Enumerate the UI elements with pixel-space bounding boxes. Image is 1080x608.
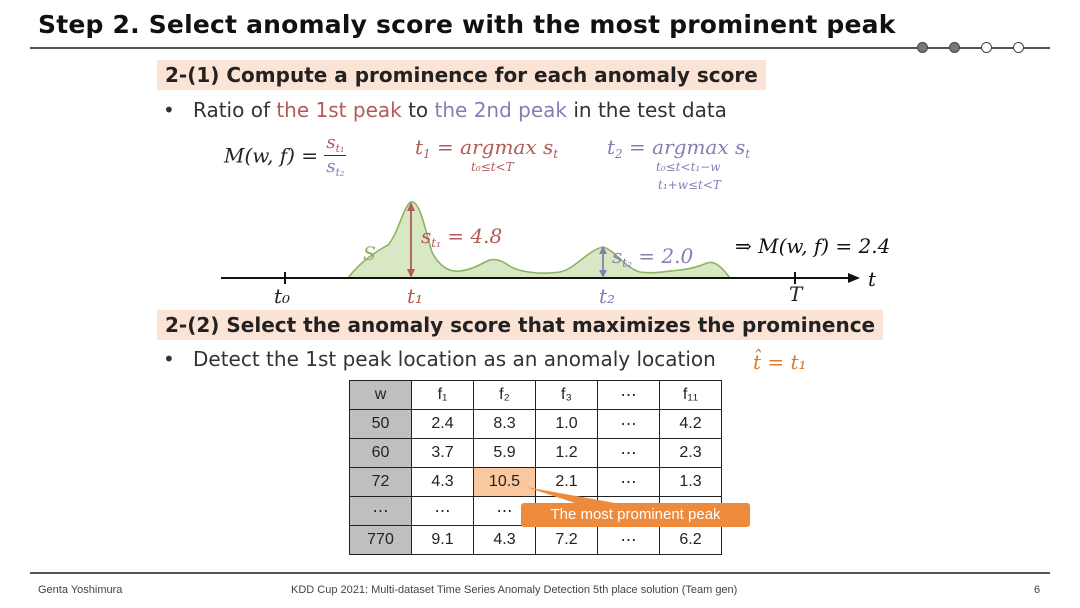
prominence-formula: M(w, f) = st₁ st₂ [224, 132, 347, 179]
table-cell: 5.9 [473, 438, 536, 468]
peak-diagram [221, 201, 860, 284]
progress-dot-4 [1013, 42, 1024, 53]
t2-formula: t2 = argmax st [607, 135, 751, 162]
peak1-arrowhead-bottom [407, 269, 415, 278]
bullet-ratio: • Ratio of the 1st peak to the 2nd peak i… [163, 98, 727, 122]
header-cell: f₂ [473, 380, 536, 410]
table-cell: 1.0 [535, 409, 598, 439]
table-cell: ⋯ [597, 438, 660, 468]
header-cell: f₁ [411, 380, 474, 410]
tick-label-t0: t₀ [274, 284, 291, 308]
table-cell: ⋯ [597, 525, 660, 555]
peak1-arrowhead-top [407, 202, 415, 211]
highlighted-cell: 10.5 [473, 467, 536, 497]
second-peak-text: the 2nd peak [434, 98, 567, 122]
table-cell: 4.3 [473, 525, 536, 555]
first-peak-text: the 1st peak [276, 98, 402, 122]
peak2-arrowhead-top [599, 246, 607, 254]
callout-most-prominent: The most prominent peak [521, 503, 750, 527]
table-cell: 1.2 [535, 438, 598, 468]
title-divider [30, 47, 1050, 49]
table-cell: 3.7 [411, 438, 474, 468]
progress-dot-2 [949, 42, 960, 53]
bullet-mark: • [163, 347, 175, 371]
header-cell: w [349, 380, 412, 410]
t1-formula: t1 = argmax st [415, 135, 559, 162]
header-cell: f₃ [535, 380, 598, 410]
axis-arrowhead [848, 273, 860, 283]
table-cell: ⋯ [597, 409, 660, 439]
progress-indicator [912, 42, 1042, 54]
table-header-row: w f₁ f₂ f₃ ⋯ f₁₁ [349, 380, 722, 410]
row-header-cell: 770 [349, 525, 412, 555]
table-cell: 7.2 [535, 525, 598, 555]
row-header-cell: 50 [349, 409, 412, 439]
table-cell: 8.3 [473, 409, 536, 439]
bullet-mark: • [163, 98, 175, 122]
prominence-table: w f₁ f₂ f₃ ⋯ f₁₁ 50 2.4 8.3 1.0 ⋯ 4.2 60… [349, 380, 722, 555]
table-cell: 2.3 [659, 438, 722, 468]
table-cell: 2.4 [411, 409, 474, 439]
footer-event: KDD Cup 2021: Multi-dataset Time Series … [291, 584, 738, 596]
tick-label-T: T [789, 282, 803, 306]
callout-pointer [526, 487, 615, 503]
peak2-arrowhead-bottom [599, 270, 607, 278]
prominence-result: ⇒ M(w, f) = 2.4 [735, 234, 891, 258]
table-cell: ⋯ [597, 467, 660, 497]
table-row: 770 9.1 4.3 7.2 ⋯ 6.2 [349, 525, 722, 555]
header-cell: f₁₁ [659, 380, 722, 410]
footer-author: Genta Yoshimura [38, 584, 123, 596]
axis-label-t: t [868, 267, 877, 291]
series-label: S [363, 243, 377, 265]
t2-range-2: t₁+w≤t<T [658, 178, 721, 192]
tick-label-t1: t₁ [407, 284, 424, 308]
table-cell: 4.3 [411, 467, 474, 497]
estimate-formula: t̂ = t₁ [753, 350, 807, 374]
peak1-label: st₁ = 4.8 [421, 224, 503, 251]
t1-range: t₀≤t<T [471, 160, 514, 174]
section-heading-2: 2-(2) Select the anomaly score that maxi… [157, 310, 884, 340]
ratio-fraction: st₁ st₂ [324, 132, 347, 179]
header-cell: ⋯ [597, 380, 660, 410]
footer-divider [30, 572, 1050, 574]
page-number: 6 [1034, 584, 1041, 596]
slide-title: Step 2. Select anomaly score with the mo… [38, 10, 896, 39]
row-header-cell: 60 [349, 438, 412, 468]
table-cell: 6.2 [659, 525, 722, 555]
table-cell: 9.1 [411, 525, 474, 555]
anomaly-score-curve [346, 201, 732, 279]
peak2-label: st₂ = 2.0 [612, 244, 694, 271]
bullet-detect: • Detect the 1st peak location as an anom… [163, 347, 716, 371]
table-cell: 4.2 [659, 409, 722, 439]
t2-range-1: t₀≤t<t₁−w [656, 160, 721, 174]
table-row: 50 2.4 8.3 1.0 ⋯ 4.2 [349, 409, 722, 439]
section-heading-1: 2-(1) Compute a prominence for each anom… [157, 60, 766, 90]
table-row: 60 3.7 5.9 1.2 ⋯ 2.3 [349, 438, 722, 468]
progress-dot-3 [981, 42, 992, 53]
progress-dot-1 [917, 42, 928, 53]
row-header-cell: ⋯ [349, 496, 412, 526]
tick-label-t2: t₂ [599, 284, 616, 308]
